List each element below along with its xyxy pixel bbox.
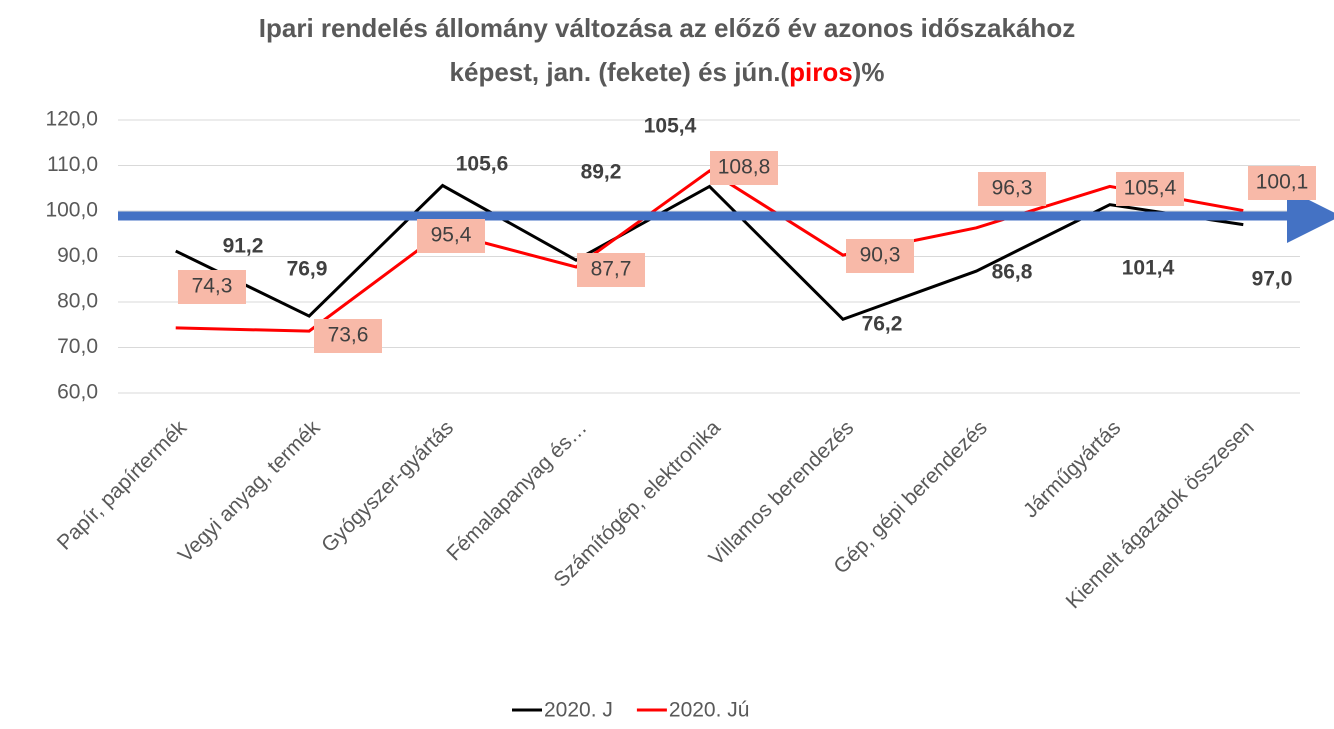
data-label: 76,9: [287, 258, 328, 281]
data-label: 105,4: [1124, 177, 1177, 200]
y-tick-label: 110,0: [47, 153, 98, 176]
data-label: 97,0: [1252, 268, 1293, 291]
x-tick-label: Gép, gépi berendezés: [829, 416, 991, 578]
label-box: [178, 270, 246, 304]
data-label: 100,1: [1256, 171, 1309, 194]
data-label: 105,4: [644, 115, 697, 138]
data-label: 86,8: [992, 261, 1033, 284]
title-part: )%: [853, 57, 885, 87]
legend-label: 2020. Jú: [669, 699, 750, 722]
label-box: [710, 151, 778, 185]
data-label: 89,2: [581, 161, 622, 184]
legend-label: 2020. J: [544, 699, 613, 722]
title-part: képest, jan. (fekete) és jún.(: [450, 57, 790, 87]
data-label: 87,7: [591, 258, 632, 281]
chart-title: képest, jan. (fekete) és jún.(piros)%: [450, 57, 885, 87]
x-tick-label: Gyógyszer-gyártás: [317, 416, 458, 557]
series-line: [175, 169, 1244, 333]
data-label: 101,4: [1122, 257, 1175, 280]
label-box: [978, 172, 1046, 206]
data-label: 96,3: [992, 177, 1033, 200]
x-tick-label: Vegyi anyag, termék: [174, 416, 325, 567]
y-tick-label: 80,0: [57, 290, 98, 313]
label-box: [417, 219, 485, 253]
label-box: [314, 319, 382, 353]
data-label: 90,3: [860, 244, 901, 267]
x-tick-label: Fémalapanyag és…: [442, 416, 591, 565]
x-tick-label: Járműgyártás: [1019, 416, 1125, 522]
chart-title: Ipari rendelés állomány változása az elő…: [259, 13, 1075, 43]
series-line: [175, 183, 1244, 322]
label-box: [846, 239, 914, 273]
x-tick-label: Papír, papírtermék: [53, 416, 192, 555]
data-label: 91,2: [223, 235, 264, 258]
label-box: [1116, 172, 1184, 206]
y-tick-label: 90,0: [57, 244, 98, 267]
label-box: [577, 253, 645, 287]
data-label: 105,6: [456, 153, 509, 176]
y-tick-label: 100,0: [45, 199, 98, 222]
label-box: [1248, 166, 1316, 200]
y-tick-label: 120,0: [45, 108, 98, 131]
data-label: 74,3: [192, 275, 233, 298]
data-label: 76,2: [862, 313, 903, 336]
data-label: 95,4: [431, 224, 472, 247]
data-label: 108,8: [718, 156, 771, 179]
title-part: piros: [789, 57, 853, 87]
data-label: 73,6: [328, 324, 369, 347]
x-tick-label: Villamos berendezés: [705, 416, 859, 570]
y-tick-label: 60,0: [57, 381, 98, 404]
y-tick-label: 70,0: [57, 335, 98, 358]
